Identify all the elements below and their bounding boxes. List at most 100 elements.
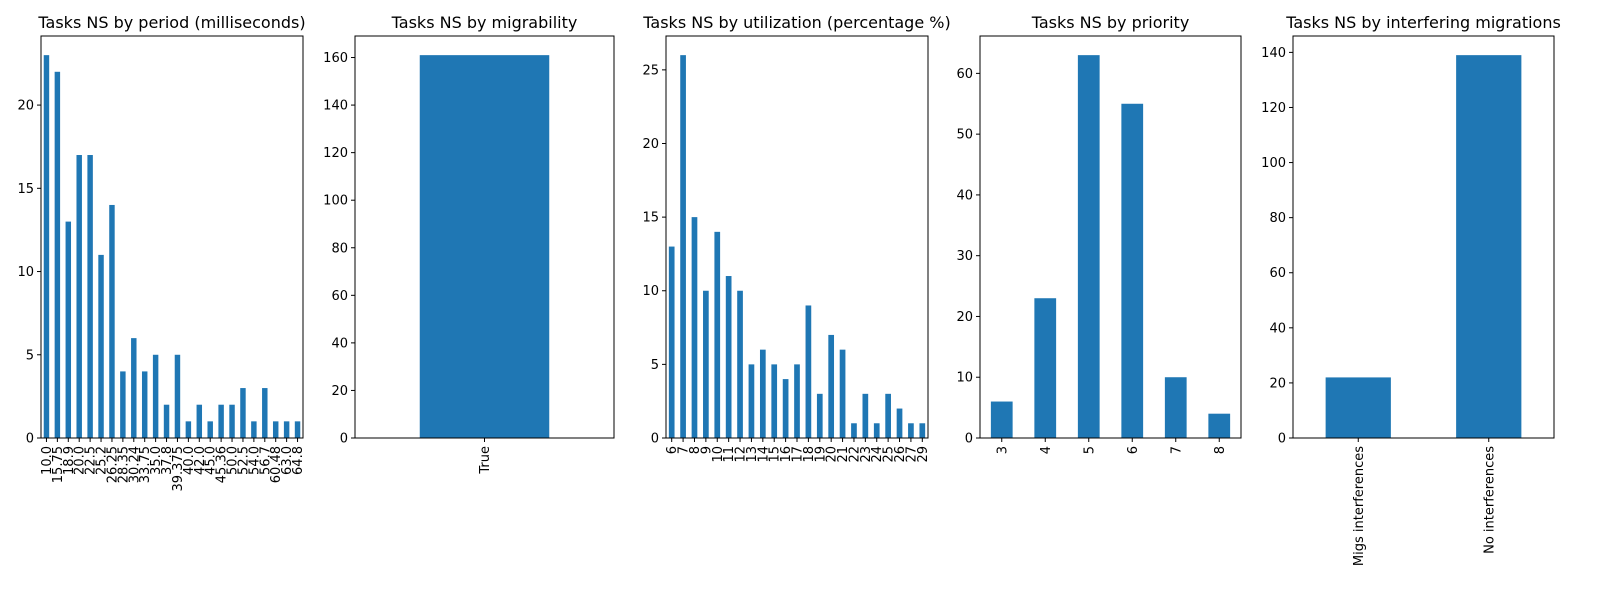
x-tick-label: 25 [882, 446, 897, 463]
x-tick-label: 26 [893, 446, 908, 463]
bar [816, 393, 823, 438]
x-tick-label: 14 [756, 446, 771, 463]
y-tick-label: 10 [17, 265, 34, 280]
chart-panel-1: Tasks NS by period (milliseconds) 0 5 10 15 2… [17, 13, 306, 492]
bar [1077, 55, 1100, 439]
x-tick-label: 20.0 [73, 446, 88, 475]
chart-title: Tasks NS by utilization (percentage %) [642, 13, 950, 32]
x-tick-label: 5 [1082, 446, 1097, 454]
bar [885, 393, 891, 438]
x-tick-label: 10.0 [40, 446, 55, 475]
x-tick-label: 15.75 [51, 446, 66, 483]
y-tick-label: 20 [331, 384, 348, 399]
bar [990, 401, 1013, 438]
chart-title: Tasks NS by migrability [391, 13, 578, 32]
bar [919, 423, 926, 438]
chart-title: Tasks NS by priority [1031, 13, 1190, 32]
x-tick-label: 13 [745, 446, 760, 463]
x-tick-label: 45.0 [204, 446, 219, 475]
x-tick-label: 12 [734, 446, 749, 463]
bar [873, 423, 880, 438]
x-tick-label: 39.375 [171, 446, 186, 492]
bar [283, 421, 290, 438]
bar [725, 276, 732, 438]
x-tick-label: 18.9 [62, 446, 77, 475]
bar [76, 155, 82, 439]
y-tick-label: 10 [956, 371, 973, 386]
bar [207, 421, 213, 438]
bar [1164, 377, 1187, 438]
bar [43, 55, 50, 439]
bar [54, 71, 61, 438]
x-tick-label: 4 [1039, 446, 1054, 454]
x-tick-label: 30.24 [127, 446, 142, 483]
y-tick-label: 80 [331, 241, 348, 256]
chart-panel-5: Tasks NS by interfering migrations 0 20 40 6… [1261, 13, 1561, 566]
bar [272, 421, 279, 438]
x-tick-label: 3 [995, 446, 1010, 454]
x-tick-label: 19 [813, 446, 828, 463]
x-tick-label: 16 [779, 446, 794, 463]
bar [1121, 103, 1144, 438]
y-tick-label: 100 [1261, 156, 1286, 171]
y-tick-label: 60 [1269, 266, 1286, 281]
bar [737, 290, 743, 438]
bar [251, 421, 257, 438]
y-tick-label: 40 [1269, 321, 1286, 336]
x-tick-label: 42.0 [193, 446, 208, 475]
bar [771, 364, 778, 438]
x-tick-label: 25.2 [95, 446, 110, 475]
bar [828, 334, 835, 438]
axes-frame [979, 35, 1242, 439]
y-tick-label: 5 [651, 358, 659, 373]
y-tick-label: 160 [323, 51, 348, 66]
axes-frame [40, 35, 304, 439]
bar [1034, 298, 1057, 438]
y-tick-label: 60 [331, 289, 348, 304]
bar [1325, 377, 1391, 438]
bar [419, 55, 550, 439]
x-tick-label: 7 [1169, 446, 1184, 454]
y-tick-label: 20 [956, 310, 973, 325]
bar [782, 379, 789, 438]
x-tick-label: 21 [836, 446, 851, 463]
bar [185, 421, 192, 438]
x-tick-label: 6 [665, 446, 680, 454]
bar [152, 354, 159, 438]
bar [196, 404, 203, 438]
x-tick-label: 54.0 [247, 446, 262, 475]
x-tick-label: 28.35 [116, 446, 131, 483]
bar [908, 423, 914, 438]
x-tick-label: 22 [847, 446, 862, 463]
x-tick-label: 33.75 [138, 446, 153, 483]
bar [691, 217, 698, 438]
x-tick-label: 29 [916, 446, 931, 463]
bar [896, 408, 903, 438]
bar [174, 354, 181, 438]
bar [862, 393, 869, 438]
bar [839, 349, 846, 438]
bar [218, 404, 224, 438]
x-tick-label: 17 [791, 446, 806, 463]
chart-panel-3: Tasks NS by utilization (percentage %) 0 5… [642, 13, 950, 463]
bar [120, 371, 126, 438]
x-tick-label: 8 [1213, 446, 1228, 454]
y-tick-label: 10 [642, 284, 659, 299]
x-tick-label: 23 [859, 446, 874, 463]
y-tick-label: 140 [323, 99, 348, 114]
x-tick-label: 8 [688, 446, 703, 454]
bar [163, 404, 170, 438]
y-tick-label: 25 [642, 63, 659, 78]
bar [262, 388, 268, 438]
bar [1456, 55, 1522, 439]
bar [109, 204, 115, 438]
x-tick-label: 27 [904, 446, 919, 463]
chart-title: Tasks NS by interfering migrations [1285, 13, 1561, 32]
y-tick-label: 0 [26, 432, 34, 447]
bar [703, 290, 709, 438]
y-tick-label: 20 [1269, 376, 1286, 391]
x-tick-label: 9 [699, 446, 714, 454]
y-tick-label: 5 [26, 348, 34, 363]
x-tick-label: 22.5 [84, 446, 99, 475]
